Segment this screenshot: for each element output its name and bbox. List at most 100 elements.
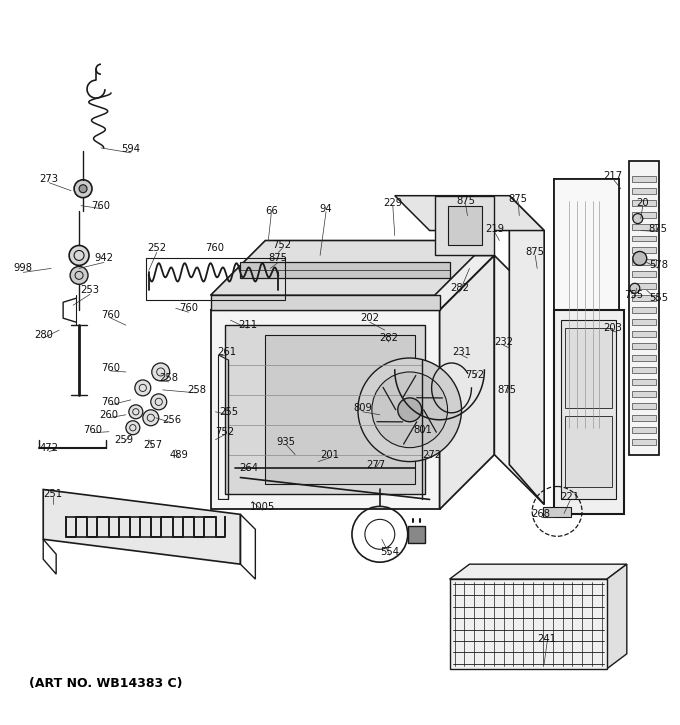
Polygon shape bbox=[509, 196, 544, 505]
Text: 258: 258 bbox=[187, 385, 206, 395]
Text: 258: 258 bbox=[159, 373, 178, 383]
Text: 251: 251 bbox=[44, 489, 63, 500]
Text: 472: 472 bbox=[39, 443, 58, 452]
Polygon shape bbox=[211, 310, 439, 510]
Text: 260: 260 bbox=[99, 410, 118, 420]
Text: 66: 66 bbox=[265, 206, 277, 215]
Polygon shape bbox=[439, 255, 494, 510]
Bar bbox=[632, 415, 656, 420]
Bar bbox=[632, 247, 656, 254]
Text: 219: 219 bbox=[485, 223, 504, 233]
Text: 875: 875 bbox=[648, 223, 667, 233]
Bar bbox=[565, 415, 612, 487]
Polygon shape bbox=[449, 579, 607, 668]
Text: 875: 875 bbox=[498, 385, 517, 395]
Text: 264: 264 bbox=[239, 463, 258, 473]
Bar bbox=[632, 236, 656, 241]
Text: 261: 261 bbox=[217, 347, 236, 357]
Text: 282: 282 bbox=[379, 333, 398, 343]
Text: 272: 272 bbox=[422, 450, 441, 460]
Bar bbox=[632, 319, 656, 325]
Polygon shape bbox=[554, 179, 619, 455]
Polygon shape bbox=[435, 196, 494, 255]
Polygon shape bbox=[211, 255, 494, 310]
Circle shape bbox=[79, 185, 87, 193]
Text: 760: 760 bbox=[101, 310, 120, 320]
Bar bbox=[632, 355, 656, 361]
Polygon shape bbox=[629, 161, 659, 455]
Text: 277: 277 bbox=[367, 460, 386, 470]
Text: 232: 232 bbox=[494, 337, 513, 347]
Circle shape bbox=[126, 420, 140, 435]
Text: 201: 201 bbox=[320, 450, 339, 460]
Polygon shape bbox=[554, 310, 624, 514]
Text: 229: 229 bbox=[384, 198, 403, 207]
Polygon shape bbox=[449, 564, 627, 579]
Text: 280: 280 bbox=[34, 330, 52, 340]
Bar bbox=[632, 439, 656, 444]
Text: 875: 875 bbox=[526, 247, 545, 257]
Bar bbox=[632, 188, 656, 194]
Text: 231: 231 bbox=[452, 347, 471, 357]
Polygon shape bbox=[226, 325, 424, 494]
Text: 760: 760 bbox=[101, 363, 120, 373]
Bar bbox=[632, 223, 656, 230]
Circle shape bbox=[70, 266, 88, 284]
Text: 752: 752 bbox=[465, 370, 484, 380]
Polygon shape bbox=[211, 241, 490, 295]
Bar bbox=[632, 427, 656, 433]
Text: 203: 203 bbox=[603, 323, 622, 334]
Text: 752: 752 bbox=[215, 427, 234, 436]
Polygon shape bbox=[241, 262, 449, 278]
Text: 942: 942 bbox=[95, 254, 114, 263]
Circle shape bbox=[358, 358, 462, 462]
Circle shape bbox=[135, 380, 151, 396]
Text: 256: 256 bbox=[162, 415, 182, 425]
Circle shape bbox=[151, 394, 167, 410]
Text: 760: 760 bbox=[92, 201, 110, 211]
Circle shape bbox=[633, 214, 643, 223]
Polygon shape bbox=[447, 206, 482, 246]
Text: 760: 760 bbox=[84, 425, 103, 435]
Text: 221: 221 bbox=[560, 492, 579, 502]
Bar bbox=[632, 295, 656, 302]
Polygon shape bbox=[211, 295, 439, 310]
Bar bbox=[562, 199, 610, 428]
Text: 1005: 1005 bbox=[250, 502, 275, 513]
Circle shape bbox=[630, 283, 640, 294]
Circle shape bbox=[372, 372, 447, 447]
Bar bbox=[632, 271, 656, 278]
Text: 998: 998 bbox=[14, 263, 33, 273]
Circle shape bbox=[74, 180, 92, 198]
Text: 241: 241 bbox=[538, 634, 557, 644]
Circle shape bbox=[633, 252, 647, 265]
Text: 253: 253 bbox=[80, 286, 99, 295]
Text: 809: 809 bbox=[354, 403, 373, 413]
Text: 801: 801 bbox=[413, 425, 432, 435]
Bar bbox=[632, 175, 656, 182]
Text: 259: 259 bbox=[114, 435, 133, 444]
Bar bbox=[561, 320, 616, 500]
Circle shape bbox=[143, 410, 158, 426]
Bar bbox=[632, 379, 656, 385]
Text: 594: 594 bbox=[121, 144, 140, 154]
Text: 255: 255 bbox=[219, 407, 238, 417]
Text: 875: 875 bbox=[456, 196, 475, 206]
Text: 760: 760 bbox=[179, 303, 198, 313]
Circle shape bbox=[69, 246, 89, 265]
Bar bbox=[632, 367, 656, 373]
Polygon shape bbox=[408, 526, 424, 543]
Bar bbox=[632, 212, 656, 218]
Bar bbox=[632, 331, 656, 337]
Text: 578: 578 bbox=[649, 260, 668, 270]
Polygon shape bbox=[543, 507, 571, 518]
Text: 202: 202 bbox=[360, 313, 379, 323]
Text: 755: 755 bbox=[624, 290, 643, 300]
Text: 752: 752 bbox=[273, 241, 292, 250]
Polygon shape bbox=[607, 564, 627, 668]
Bar bbox=[632, 391, 656, 397]
Text: 760: 760 bbox=[101, 397, 120, 407]
Circle shape bbox=[129, 405, 143, 419]
Circle shape bbox=[398, 398, 422, 422]
Bar bbox=[632, 307, 656, 313]
